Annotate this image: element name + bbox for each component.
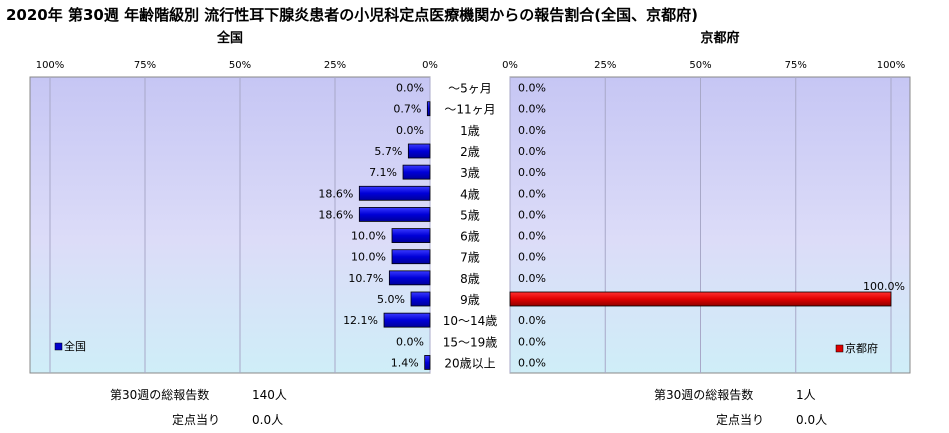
data-label: 0.0% — [396, 82, 424, 95]
right-panel-title: 京都府 — [700, 30, 739, 46]
data-label: 0.0% — [518, 314, 546, 327]
x-tick-label: 50% — [689, 60, 711, 71]
category-labels: ～5ヶ月 ～11ヶ月 1歳 2歳 3歳 4歳 5歳 6歳 7歳 8歳 9歳 10～14歳 15～19歳 2… — [443, 82, 498, 371]
data-label: 0.0% — [518, 82, 546, 95]
x-tick-label: 0% — [422, 60, 438, 71]
data-label: 10.0% — [351, 230, 386, 243]
right-panel: 0% 25% 50% 75% 100% 0.0% 0.0% 0.0% 0.0% 0.0% 0.0% 0… — [502, 60, 911, 374]
data-label: 0.0% — [518, 208, 546, 221]
bar — [391, 228, 431, 243]
x-tick-label: 75% — [785, 60, 807, 71]
x-tick-label: 100% — [877, 60, 906, 71]
data-label: 5.0% — [377, 293, 405, 306]
bar — [358, 207, 431, 222]
data-label: 1.4% — [391, 356, 419, 369]
bar — [383, 312, 431, 328]
bar — [407, 143, 431, 159]
category-label: 20歳以上 — [444, 356, 495, 370]
bar — [391, 249, 431, 265]
data-label: 0.0% — [396, 124, 424, 137]
x-tick-label: 75% — [134, 60, 156, 71]
category-label: ～5ヶ月 — [448, 82, 492, 96]
data-label: 0.0% — [518, 124, 546, 137]
data-label: 10.7% — [348, 272, 383, 285]
category-label: ～11ヶ月 — [444, 103, 495, 117]
legend-label: 京都府 — [845, 341, 878, 355]
category-label: 4歳 — [460, 187, 480, 201]
right-total-label: 第30週の総報告数 — [654, 387, 753, 402]
data-label: 0.7% — [393, 103, 421, 116]
bar — [424, 355, 431, 370]
category-label: 1歳 — [460, 124, 480, 138]
data-label: 5.7% — [374, 145, 402, 158]
category-label: 2歳 — [460, 145, 480, 159]
data-label: 18.6% — [318, 208, 353, 221]
x-tick-label: 0% — [502, 60, 518, 71]
data-label: 0.0% — [518, 230, 546, 243]
category-label: 10～14歳 — [443, 314, 498, 328]
left-panel-title: 全国 — [216, 30, 243, 46]
x-tick-label: 25% — [324, 60, 346, 71]
data-label: 18.6% — [318, 187, 353, 200]
category-label: 5歳 — [460, 208, 480, 222]
legend-swatch — [54, 342, 63, 351]
data-label: 100.0% — [863, 280, 905, 293]
right-per-value: 0.0人 — [796, 413, 827, 427]
data-label: 7.1% — [369, 166, 397, 179]
data-label: 0.0% — [518, 251, 546, 264]
right-total-value: 1人 — [796, 388, 816, 402]
category-label: 9歳 — [460, 293, 480, 307]
data-label: 0.0% — [518, 145, 546, 158]
data-label: 10.0% — [351, 251, 386, 264]
bar — [410, 291, 431, 307]
bar — [388, 270, 431, 286]
category-label: 7歳 — [460, 251, 480, 265]
right-plot-area — [509, 76, 911, 374]
left-plot-area — [29, 76, 431, 374]
data-label: 0.0% — [518, 335, 546, 348]
category-label: 6歳 — [460, 230, 480, 244]
data-label: 0.0% — [518, 356, 546, 369]
x-tick-label: 100% — [36, 60, 65, 71]
chart-title: 2020年 第30週 年齢階級別 流行性耳下腺炎患者の小児科定点医療機関からの報… — [6, 6, 698, 24]
right-per-label: 定点当り — [716, 412, 764, 427]
data-label: 0.0% — [518, 187, 546, 200]
left-total-label: 第30週の総報告数 — [110, 387, 209, 402]
data-label: 0.0% — [518, 103, 546, 116]
bar — [402, 164, 431, 180]
data-label: 12.1% — [343, 314, 378, 327]
category-label: 8歳 — [460, 272, 480, 286]
left-total-value: 140人 — [252, 388, 287, 402]
data-label: 0.0% — [518, 166, 546, 179]
left-per-label: 定点当り — [172, 412, 220, 427]
bar — [426, 101, 431, 117]
bar — [509, 291, 892, 307]
category-label: 15～19歳 — [443, 335, 498, 349]
data-label: 0.0% — [518, 272, 546, 285]
bar — [358, 185, 431, 201]
left-panel: 100% 75% 50% 25% 0% 0.0% 0.7% 0.0% 5.7% 7.1% 18.6%… — [29, 60, 438, 374]
x-tick-label: 25% — [594, 60, 616, 71]
legend-swatch — [835, 344, 844, 353]
category-label: 3歳 — [460, 166, 480, 180]
data-label: 0.0% — [396, 335, 424, 348]
x-tick-label: 50% — [229, 60, 251, 71]
left-per-value: 0.0人 — [252, 413, 283, 427]
legend-label: 全国 — [64, 339, 86, 353]
